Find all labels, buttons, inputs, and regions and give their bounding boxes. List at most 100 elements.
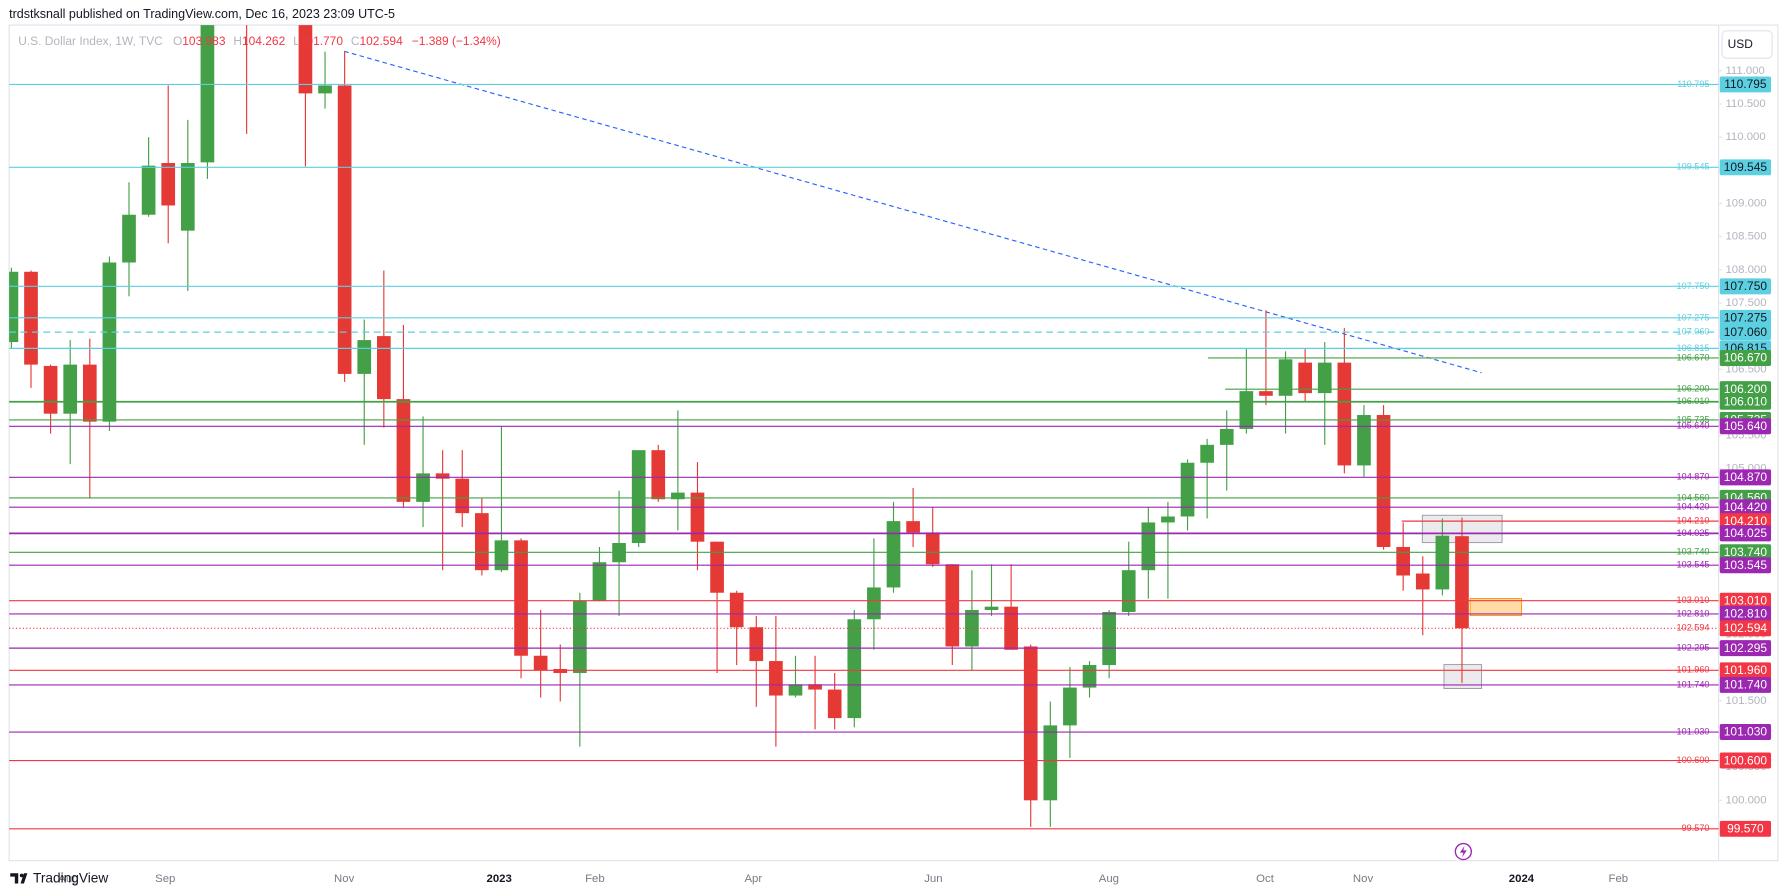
footer-logo: TradingView [10,871,108,886]
x-tick-label: Aug [1099,873,1119,885]
candle-body [82,364,97,422]
ohlc-legend: U.S. Dollar Index, 1W, TVC O103.983 H104… [18,34,501,48]
candle-body [1219,428,1234,445]
candle-body [318,85,332,94]
ohlc-value: 103.983 [182,34,226,48]
price-badge [1719,418,1772,435]
x-tick-label: Jun [924,873,942,885]
candle-body [1043,725,1058,801]
x-tick-label: Apr [744,873,762,885]
candle-body [573,600,587,673]
level-label: 104.420 [1677,502,1710,512]
candle-body [63,364,78,414]
candle-body [886,521,901,588]
level-label: 100.600 [1677,755,1710,765]
y-tick-label: 100.000 [1725,794,1766,806]
candle-body [102,262,117,422]
candle-body [769,661,783,696]
price-badge-label: 106.200 [1724,382,1768,396]
candle-body [1239,391,1254,429]
candle-body [1357,415,1371,466]
price-badge-label: 103.740 [1724,545,1768,559]
level-label: 105.735 [1677,414,1710,424]
price-badge [1719,752,1772,769]
price-badge-label: 103.545 [1724,558,1768,572]
candle-body [377,336,391,400]
price-badge [1719,278,1772,295]
price-badge-label: 104.870 [1724,470,1768,484]
candle-body [788,684,803,696]
candle-body [1278,359,1293,396]
y-tick-label: 108.000 [1725,264,1766,276]
level-label: 101.960 [1677,665,1710,675]
candle-body [1161,516,1175,523]
price-badge-label: 107.060 [1724,325,1768,339]
candle-body [651,450,666,500]
candle-body [494,540,509,571]
price-axis: 100.000100.500101.000101.500102.000102.5… [1718,65,1772,837]
price-badge-label: 102.810 [1724,607,1768,621]
level-label: 110.795 [1677,79,1709,89]
publisher: trdstksnall published on TradingView.com… [9,7,395,21]
candle-body [1396,546,1410,576]
price-badge-label: 99.570 [1727,822,1764,836]
price-badge [1719,350,1772,366]
level-label: 106.670 [1677,352,1710,362]
candle-body [631,450,646,544]
candle-body [671,492,685,500]
x-tick-label: Nov [1353,873,1374,885]
level-label: 106.010 [1677,396,1710,406]
level-label: 107.060 [1677,327,1710,337]
candle-body [1259,391,1273,396]
price-badge [1719,309,1772,326]
level-label: 99.570 [1682,823,1710,833]
price-badge-label: 107.275 [1724,311,1768,325]
ohlc-key: H [233,34,242,48]
currency-button[interactable] [1721,30,1773,59]
x-tick-label: Nov [334,873,355,885]
time-axis: Aug Sep Nov 2023 Feb Apr Jun Aug Oct Nov 2024 Feb [58,873,1628,885]
candle-body [945,564,960,647]
candle-body [161,163,176,206]
currency-label[interactable]: USD [1728,37,1754,51]
candle-body [1455,536,1469,629]
candle-body [200,25,215,163]
y-tick-label: 110.000 [1725,131,1765,143]
price-badge [1719,676,1772,693]
ohlc-key: C [351,34,360,48]
ohlc-value: 102.594 [360,34,404,48]
ohlc-value: 104.262 [242,34,286,48]
candle-body [1102,611,1116,666]
price-badge [1719,159,1772,176]
candle-body [965,609,979,647]
candle-body [396,399,411,502]
price-badge-label: 106.010 [1724,394,1768,408]
candle-body [1141,522,1156,571]
level-label: 104.870 [1677,472,1710,482]
price-badge-label: 101.030 [1724,725,1768,739]
price-badge-label: 104.210 [1724,514,1768,528]
price-badge [1719,324,1772,341]
price-badge [1719,605,1772,622]
candle-body [141,165,156,215]
candle-body [1023,646,1038,801]
price-badge-label: 102.594 [1724,621,1768,635]
logo-mark [10,873,19,884]
price-badge-label: 101.740 [1724,678,1768,692]
candle-body [729,592,744,628]
price-badge [1719,662,1772,679]
event-icon-bolt [1459,845,1467,858]
price-badge-label: 109.545 [1724,160,1768,174]
candle-body [1082,665,1097,688]
candle-body [1121,570,1136,612]
candle-body [827,689,842,719]
price-badge [1719,820,1772,837]
price-badge [1719,393,1772,410]
price-badge-label: 104.420 [1724,500,1768,514]
candle-body [475,513,489,571]
candle-body [43,365,58,414]
x-tick-label: Sep [155,873,175,885]
logo-mark [19,873,24,878]
candle-body [1376,415,1391,547]
